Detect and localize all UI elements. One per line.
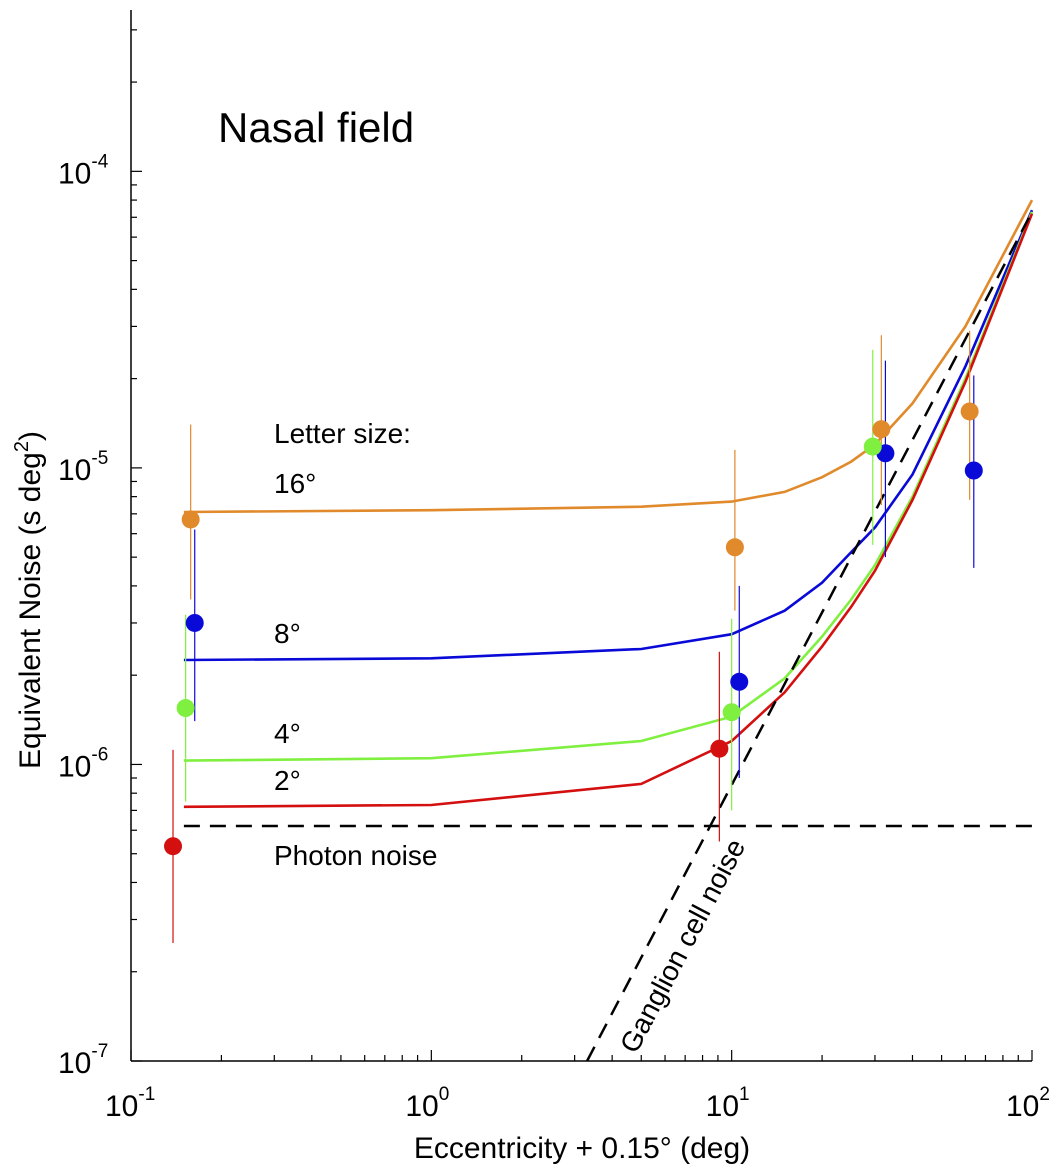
chart-title: Nasal field [218, 104, 414, 151]
reference-lines [183, 211, 1034, 1062]
point-16deg [725, 538, 744, 557]
point-2deg [164, 837, 183, 856]
y-axis-label: Equivalent Noise (s deg2) [11, 431, 47, 769]
x-axis-label: Eccentricity + 0.15° (deg) [414, 1132, 750, 1165]
legend-title: Letter size: [274, 418, 411, 449]
point-8deg [730, 672, 749, 691]
y-axis-label-superscript: 2 [11, 441, 33, 452]
series-curves [183, 199, 1034, 809]
point-4deg [176, 699, 195, 718]
point-16deg [181, 510, 200, 529]
photon-noise-label: Photon noise [274, 840, 437, 871]
point-2deg [710, 739, 729, 758]
y-axis-label-main: Equivalent Noise (s deg [14, 452, 47, 769]
curve-4deg [183, 211, 1034, 762]
point-4deg [722, 703, 741, 722]
x-tick-exponent: 2 [1039, 1084, 1050, 1105]
point-8deg [185, 613, 204, 632]
curve-2deg [183, 213, 1034, 809]
curve-16deg [183, 199, 1034, 514]
series-label-2deg: 2° [274, 765, 301, 796]
series-label-16deg: 16° [274, 468, 316, 499]
x-tick-exponent: 1 [739, 1084, 750, 1105]
reference-line-ganglion-cell-noise [585, 211, 1034, 1062]
x-tick-exponent: -1 [138, 1084, 155, 1105]
axes [130, 10, 1033, 1062]
y-tick-exponent: -4 [91, 151, 108, 172]
x-tick-exponent: 0 [439, 1084, 450, 1105]
x-tick-label: 10-1 [105, 1084, 155, 1123]
y-tick-label: 10-6 [58, 744, 108, 783]
point-16deg [872, 420, 891, 439]
curve-8deg [183, 209, 1034, 662]
point-16deg [960, 402, 979, 421]
series-label-8deg: 8° [274, 618, 301, 649]
y-tick-exponent: -5 [91, 448, 108, 469]
y-tick-exponent: -6 [91, 744, 108, 765]
y-tick-exponent: -7 [91, 1041, 108, 1062]
y-axis-label-close: ) [14, 431, 47, 441]
point-4deg [863, 437, 882, 456]
data-points [164, 402, 983, 856]
series-label-4deg: 4° [274, 718, 301, 749]
point-8deg [964, 461, 983, 480]
